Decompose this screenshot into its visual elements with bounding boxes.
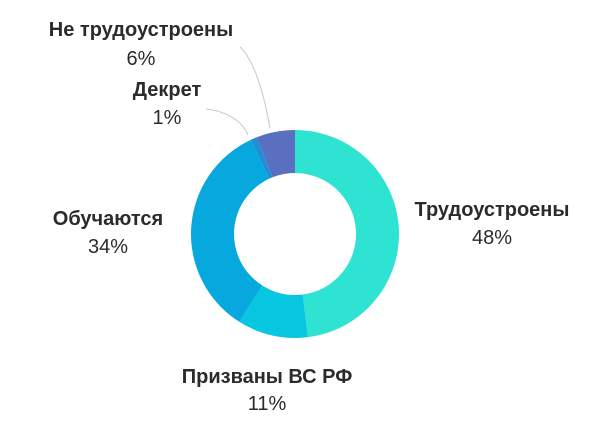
slice-label-unemployed: Не трудоустроены [49,19,233,41]
chart-slices [191,130,400,338]
slice-label-maternity: Декрет [133,79,202,101]
leader-line-unemployed [239,46,271,129]
slice-value-conscripted: 11% [248,393,287,415]
slice-studying [191,139,270,322]
slice-label-conscripted: Призваны ВС РФ [182,366,353,388]
slice-conscripted [239,285,309,338]
slice-value-maternity: 1% [153,107,182,129]
leader-line-maternity [205,108,249,136]
slice-employed [295,130,400,338]
slice-label-studying: Обучаются [53,208,163,230]
slice-unemployed [256,130,295,178]
leader-lines [205,46,271,136]
slice-maternity [250,137,273,179]
slice-value-unemployed: 6% [127,48,156,70]
slice-value-employed: 48% [472,227,512,249]
slice-labels: Трудоустроены 48% Призваны ВС РФ 11% Обу… [49,19,570,415]
slice-label-employed: Трудоустроены [415,199,570,221]
slice-value-studying: 34% [88,236,128,258]
